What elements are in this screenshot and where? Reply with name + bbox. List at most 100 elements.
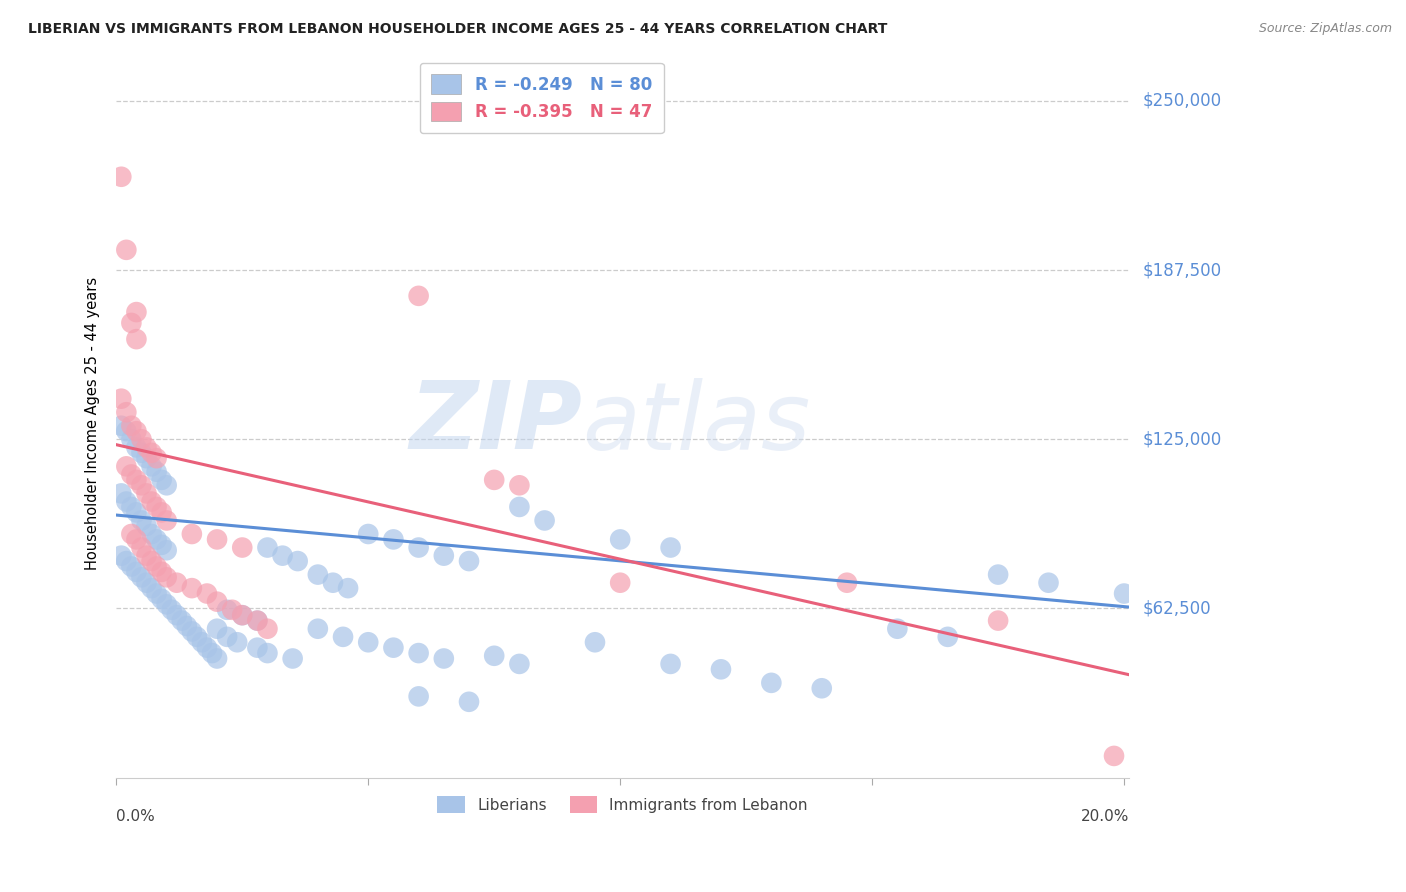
Point	[131, 478, 153, 492]
Point	[125, 533, 148, 547]
Point	[180, 624, 202, 639]
Point	[141, 554, 163, 568]
Point	[205, 595, 228, 609]
Point	[307, 567, 329, 582]
Point	[201, 646, 224, 660]
Point	[508, 657, 530, 671]
Point	[987, 614, 1010, 628]
Point	[135, 519, 157, 533]
Point	[150, 473, 173, 487]
Point	[458, 554, 481, 568]
Point	[131, 541, 153, 555]
Point	[120, 316, 142, 330]
Point	[131, 432, 153, 446]
Point	[135, 575, 157, 590]
Point	[150, 505, 173, 519]
Point	[382, 640, 405, 655]
Point	[166, 575, 188, 590]
Point	[115, 405, 138, 419]
Point	[131, 513, 153, 527]
Point	[205, 622, 228, 636]
Point	[115, 424, 138, 438]
Point	[256, 541, 278, 555]
Point	[115, 554, 138, 568]
Point	[987, 567, 1010, 582]
Point	[191, 635, 214, 649]
Point	[659, 657, 682, 671]
Point	[433, 651, 456, 665]
Point	[231, 608, 253, 623]
Point	[458, 695, 481, 709]
Text: LIBERIAN VS IMMIGRANTS FROM LEBANON HOUSEHOLDER INCOME AGES 25 - 44 YEARS CORREL: LIBERIAN VS IMMIGRANTS FROM LEBANON HOUS…	[28, 22, 887, 37]
Text: ZIP: ZIP	[409, 377, 582, 469]
Point	[145, 451, 167, 466]
Point	[156, 543, 179, 558]
Point	[150, 565, 173, 579]
Point	[141, 459, 163, 474]
Point	[408, 541, 430, 555]
Point	[150, 538, 173, 552]
Point	[115, 459, 138, 474]
Point	[145, 465, 167, 479]
Point	[1038, 575, 1060, 590]
Point	[145, 533, 167, 547]
Point	[176, 619, 198, 633]
Point	[125, 565, 148, 579]
Point	[180, 527, 202, 541]
Point	[195, 640, 218, 655]
Point	[205, 651, 228, 665]
Point	[205, 533, 228, 547]
Point	[156, 570, 179, 584]
Point	[110, 486, 132, 500]
Point	[195, 586, 218, 600]
Point	[141, 581, 163, 595]
Point	[145, 500, 167, 514]
Point	[125, 441, 148, 455]
Point	[125, 305, 148, 319]
Point	[256, 622, 278, 636]
Text: 20.0%: 20.0%	[1081, 809, 1129, 824]
Point	[408, 646, 430, 660]
Y-axis label: Householder Income Ages 25 - 44 years: Householder Income Ages 25 - 44 years	[86, 277, 100, 570]
Point	[231, 541, 253, 555]
Point	[110, 549, 132, 563]
Point	[835, 575, 858, 590]
Point	[186, 630, 208, 644]
Point	[1114, 586, 1136, 600]
Point	[659, 541, 682, 555]
Point	[115, 494, 138, 508]
Point	[135, 441, 157, 455]
Point	[231, 608, 253, 623]
Point	[1102, 748, 1125, 763]
Point	[120, 432, 142, 446]
Point	[246, 640, 269, 655]
Point	[408, 289, 430, 303]
Point	[125, 505, 148, 519]
Point	[482, 648, 505, 663]
Point	[125, 424, 148, 438]
Point	[246, 614, 269, 628]
Point	[145, 559, 167, 574]
Text: $62,500: $62,500	[1143, 599, 1212, 617]
Point	[382, 533, 405, 547]
Point	[217, 630, 239, 644]
Point	[761, 676, 783, 690]
Text: $187,500: $187,500	[1143, 261, 1222, 279]
Point	[166, 608, 188, 623]
Point	[226, 635, 249, 649]
Text: $125,000: $125,000	[1143, 430, 1222, 449]
Point	[135, 549, 157, 563]
Point	[256, 646, 278, 660]
Point	[936, 630, 959, 644]
Text: atlas: atlas	[582, 377, 810, 468]
Point	[141, 527, 163, 541]
Point	[710, 662, 733, 676]
Point	[125, 473, 148, 487]
Point	[170, 614, 193, 628]
Point	[357, 527, 380, 541]
Point	[482, 473, 505, 487]
Point	[408, 690, 430, 704]
Text: $250,000: $250,000	[1143, 92, 1222, 110]
Point	[281, 651, 304, 665]
Point	[508, 500, 530, 514]
